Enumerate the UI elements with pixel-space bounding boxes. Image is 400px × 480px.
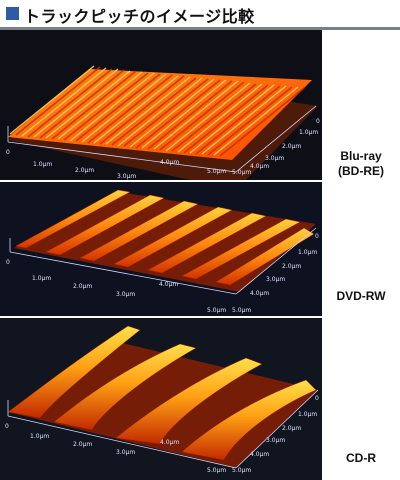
axes (9, 227, 317, 295)
x-tick-label: 4.0μm (159, 281, 178, 288)
y-tick-label: 0 (315, 395, 319, 402)
y-tick-label: 3.0μm (265, 155, 284, 162)
y-tick-label: 4.0μm (250, 163, 269, 170)
y-tick-label: 5.0μm (232, 169, 251, 176)
axes (7, 105, 317, 173)
y-tick-labels: 0 1.0μm 2.0μm 3.0μm 4.0μm 5.0μm (232, 233, 319, 314)
y-tick-label: 4.0μm (250, 290, 269, 297)
x-tick-label: 2.0μm (73, 283, 92, 290)
bluray-surface-image: 0 1.0μm 2.0μm 3.0μm 4.0μm 5.0μm 0 1.0μm … (0, 30, 322, 180)
cdr-label: CD-R (346, 451, 376, 465)
x-tick-label: 5.0μm (207, 168, 226, 175)
y-tick-label: 0 (316, 118, 320, 125)
y-tick-labels: 0 1.0μm 2.0μm 3.0μm 4.0μm 5.0μm (232, 395, 319, 474)
ridges (15, 189, 315, 286)
y-tick-label: 1.0μm (298, 249, 317, 256)
x-tick-label: 4.0μm (160, 439, 179, 446)
x-tick-label: 0 (5, 423, 9, 430)
x-tick-label: 5.0μm (207, 467, 226, 474)
x-tick-labels: 0 1.0μm 2.0μm 3.0μm 4.0μm 5.0μm (5, 423, 226, 474)
x-tick-label: 3.0μm (116, 291, 135, 298)
y-tick-label: 5.0μm (232, 307, 251, 314)
y-tick-label: 2.0μm (282, 425, 301, 432)
y-tick-label: 3.0μm (266, 437, 285, 444)
dvdrw-label: DVD-RW (336, 289, 386, 303)
bluray-label: Blu-ray (BD-RE) (322, 149, 400, 179)
x-tick-label: 2.0μm (73, 441, 92, 448)
x-tick-label: 4.0μm (160, 159, 179, 166)
axes (7, 389, 319, 469)
x-tick-label: 3.0μm (116, 449, 135, 456)
ridges (8, 65, 312, 160)
dvdrw-surface-image: 0 1.0μm 2.0μm 3.0μm 4.0μm 5.0μm 0 1.0μm … (0, 182, 322, 316)
ridges (7, 325, 317, 461)
bluray-label-line2: (BD-RE) (338, 164, 384, 178)
title-bullet-icon (6, 7, 19, 20)
header: トラックピッチのイメージ比較 (0, 0, 400, 28)
x-tick-label: 0 (6, 259, 10, 266)
y-tick-label: 1.0μm (298, 411, 317, 418)
y-tick-label: 1.0μm (299, 129, 318, 136)
y-tick-label: 3.0μm (266, 276, 285, 283)
x-tick-label: 1.0μm (32, 275, 51, 282)
x-tick-label: 5.0μm (207, 307, 226, 314)
x-tick-label: 0 (6, 149, 10, 156)
y-tick-label: 0 (315, 233, 319, 240)
y-tick-label: 5.0μm (232, 467, 251, 474)
x-tick-label: 2.0μm (75, 167, 94, 174)
cdr-surface-image: 0 1.0μm 2.0μm 3.0μm 4.0μm 5.0μm 0 1.0μm … (0, 318, 322, 480)
x-tick-labels: 0 1.0μm 2.0μm 3.0μm 4.0μm 5.0μm (6, 259, 226, 314)
y-tick-label: 2.0μm (282, 143, 301, 150)
x-tick-label: 3.0μm (117, 173, 136, 180)
x-tick-labels: 0 1.0μm 2.0μm 3.0μm 4.0μm 5.0μm (6, 149, 226, 180)
title-divider (0, 27, 400, 30)
x-tick-label: 1.0μm (33, 161, 52, 168)
x-tick-label: 1.0μm (30, 433, 49, 440)
y-tick-label: 4.0μm (250, 451, 269, 458)
y-tick-label: 2.0μm (282, 263, 301, 270)
y-tick-labels: 0 1.0μm 2.0μm 3.0μm 4.0μm 5.0μm (232, 118, 320, 176)
page-title: トラックピッチのイメージ比較 (24, 7, 255, 26)
bluray-label-line1: Blu-ray (340, 149, 382, 163)
